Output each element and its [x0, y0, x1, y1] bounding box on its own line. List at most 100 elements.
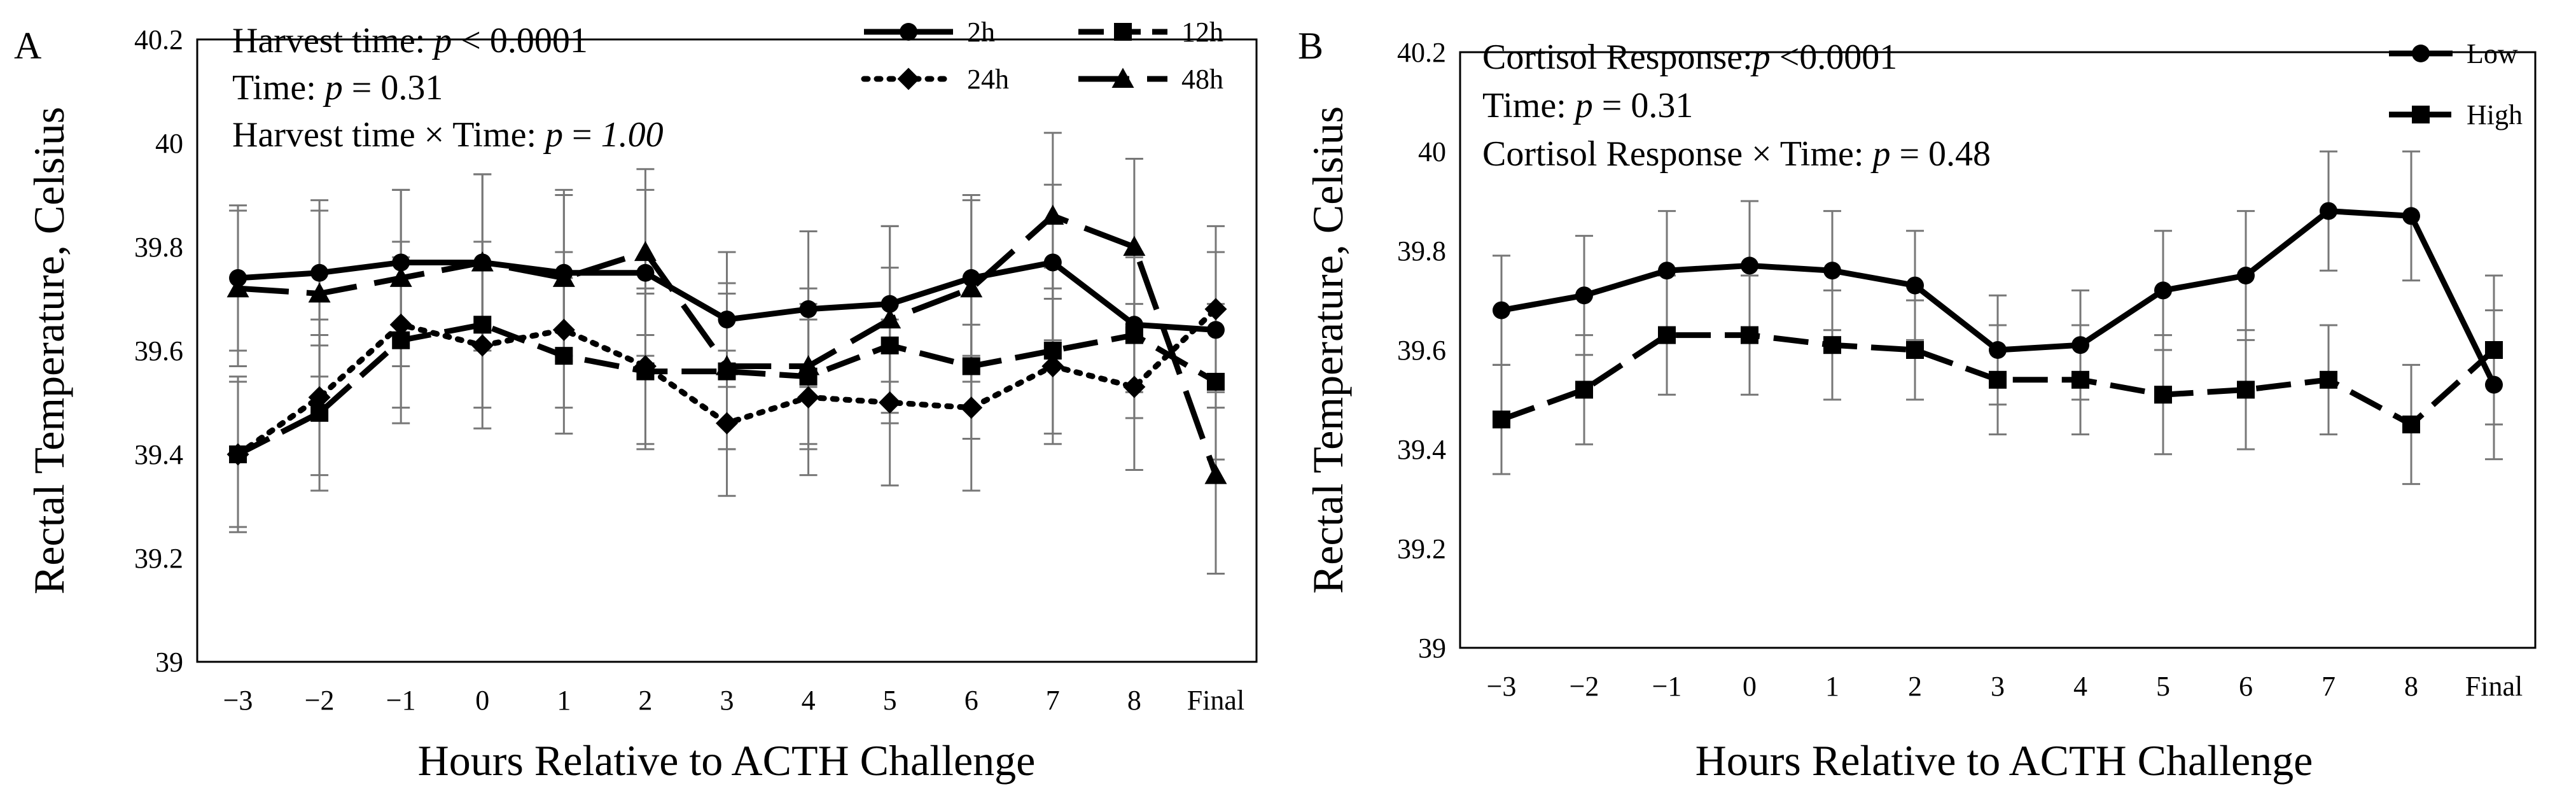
data-point	[310, 263, 329, 282]
legend-label: 12h	[1181, 17, 1223, 48]
stat-text-part: p	[1573, 86, 1593, 125]
series-high	[1493, 326, 2503, 433]
panel-letter: B	[1298, 25, 1323, 67]
plot-frame	[196, 38, 1258, 663]
data-point	[389, 313, 412, 336]
legend-marker	[2412, 45, 2430, 62]
y-tick-label: 39.8	[1397, 235, 1446, 267]
y-tick-label: 39	[155, 647, 183, 678]
data-point	[962, 357, 980, 375]
data-point	[552, 318, 575, 341]
data-point	[1125, 326, 1143, 344]
data-point	[389, 267, 412, 287]
data-point	[1989, 370, 2007, 389]
stat-annotation: Time: p = 0.31	[232, 68, 443, 108]
data-point	[1041, 354, 1064, 377]
plot-frame	[1459, 51, 2537, 649]
y-axis-title: Rectal Temperature, Celsius	[1304, 106, 1352, 594]
data-point	[1741, 256, 1758, 275]
legend-item-48h: 48h	[1078, 64, 1223, 95]
data-point	[2485, 375, 2503, 394]
data-point	[392, 253, 410, 272]
series-48h	[226, 204, 1227, 484]
stat-text-part: <0.0001	[1771, 38, 1898, 77]
stat-annotation: Cortisol Response:p <0.0001	[1482, 38, 1897, 77]
data-point	[2485, 341, 2503, 359]
data-point	[1206, 372, 1225, 391]
x-tick-label: 1	[1825, 671, 1839, 702]
x-tick-label: −1	[1652, 671, 1682, 702]
legend-item-low: Low	[2389, 38, 2518, 69]
legend: 2h 12h 24h 48h	[861, 17, 1223, 95]
stat-text-part: = 0.31	[343, 68, 443, 108]
data-point	[1204, 298, 1227, 321]
x-tick-label: 2	[1908, 671, 1922, 702]
x-tick-label: 6	[964, 685, 978, 716]
data-point	[716, 354, 738, 375]
stat-text-part: Time:	[1482, 86, 1575, 125]
chart-panel-b: 39 39.2 39.4 39.6 39.8 40 40.2 −3 −2 −1 0 1 2 3 4 5 6 7 8 F…	[1298, 25, 2537, 785]
legend-label: 24h	[967, 64, 1009, 95]
data-point	[1575, 381, 1593, 399]
x-axis-title: Hours Relative to ACTH Challenge	[418, 736, 1036, 785]
data-point	[2402, 416, 2420, 433]
x-tick-label: 4	[2073, 671, 2087, 702]
data-point	[797, 386, 820, 409]
data-point	[1823, 262, 1841, 280]
legend-marker	[900, 23, 917, 41]
data-point	[960, 396, 983, 419]
stat-text-part: p	[1870, 134, 1890, 174]
x-tick-label: −3	[223, 685, 253, 716]
data-point	[2320, 202, 2337, 220]
series-24h	[226, 298, 1227, 466]
data-point	[555, 347, 573, 365]
data-point	[1123, 375, 1146, 398]
y-tick-label: 39.2	[1397, 533, 1446, 564]
legend: Low High	[2389, 38, 2523, 130]
legend-marker	[1111, 67, 1134, 88]
data-point	[716, 412, 738, 435]
x-tick-label: −2	[305, 685, 335, 716]
y-tick-label: 39.2	[134, 543, 183, 574]
stat-annotation: Harvest time × Time: p = 1.00	[232, 115, 664, 155]
legend-label: 2h	[967, 17, 995, 48]
y-tick-label: 40.2	[1397, 37, 1446, 68]
data-point	[471, 251, 494, 272]
y-tick-label: 40.2	[134, 24, 183, 55]
x-axis-title: Hours Relative to ACTH Challenge	[1695, 736, 2313, 785]
data-point	[1906, 276, 1924, 295]
stat-text-part: p	[543, 115, 563, 155]
series-low	[1493, 202, 2503, 394]
legend-label: 48h	[1181, 64, 1223, 95]
y-tick-label: 39.4	[134, 439, 183, 470]
data-point	[799, 300, 818, 318]
data-point	[879, 308, 902, 329]
data-point	[1123, 235, 1146, 256]
data-point	[2154, 281, 2172, 300]
x-tick-label: 5	[883, 685, 897, 716]
y-axis-title: Rectal Temperature, Celsius	[25, 107, 73, 594]
data-point	[1493, 301, 1510, 319]
x-tick-label: 7	[2322, 671, 2336, 702]
data-point	[1206, 321, 1225, 339]
data-point	[718, 311, 736, 329]
y-tick-label: 39.6	[134, 335, 183, 367]
data-point	[308, 386, 331, 409]
stat-text-part: Time:	[232, 68, 325, 108]
x-tick-label: −1	[386, 685, 416, 716]
data-point	[1493, 410, 1510, 429]
data-point	[2154, 386, 2172, 404]
data-point	[960, 277, 983, 298]
y-tick-label: 39.6	[1397, 335, 1446, 366]
x-tick-label: 2	[638, 685, 652, 716]
data-point	[552, 267, 575, 287]
data-point	[2237, 267, 2255, 284]
data-point	[1658, 262, 1676, 280]
data-point	[634, 354, 657, 377]
x-tick-label: 8	[2404, 671, 2418, 702]
y-tick-label: 39.8	[134, 232, 183, 263]
legend-item-24h: 24h	[861, 64, 1009, 95]
data-point	[634, 241, 657, 262]
legend-marker	[2412, 106, 2430, 123]
data-point	[2320, 370, 2337, 389]
